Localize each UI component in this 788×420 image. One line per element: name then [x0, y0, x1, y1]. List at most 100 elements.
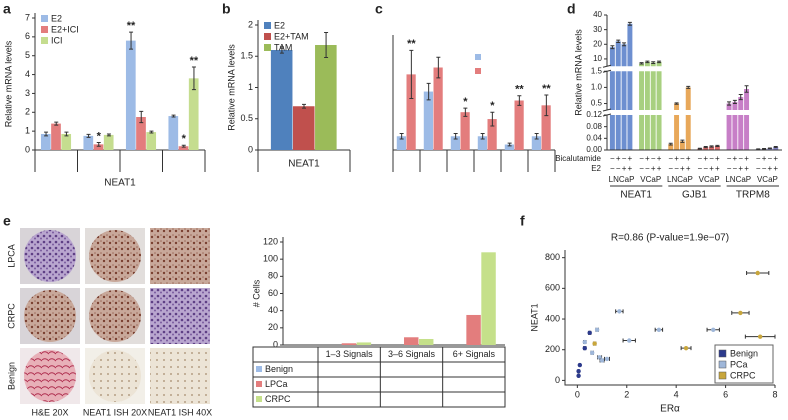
error-bar [436, 56, 441, 79]
x-tick-label: 2 [624, 389, 629, 399]
treatment-sign: + [680, 164, 685, 173]
x-tick-label: NEAT1 [288, 159, 320, 170]
bar [83, 135, 94, 150]
significance-mark: ** [190, 55, 199, 67]
significance-mark: * [490, 100, 495, 112]
point [577, 362, 583, 368]
treatment-label: Bicalutamide [555, 154, 601, 163]
treatment-sign: + [686, 154, 691, 163]
tissue-core [89, 230, 141, 282]
legend-swatch [264, 33, 271, 40]
treatment-sign: + [744, 164, 749, 173]
y-tick-label: 0 [248, 144, 253, 154]
treatment-sign: − [762, 164, 767, 173]
x-tick-label: 8 [772, 389, 777, 399]
bar [450, 136, 460, 150]
treatment-sign: − [645, 164, 650, 173]
point [582, 339, 587, 345]
bar [356, 342, 372, 345]
point [755, 270, 760, 276]
treatment-label: E2 [591, 164, 601, 173]
tissue-zoom [150, 228, 210, 284]
y-tick-label: 100 [263, 254, 278, 264]
gene-label: NEAT1 [620, 190, 652, 201]
y-tick-label: 0.12 [586, 110, 602, 119]
error-bar [727, 101, 732, 106]
error-bar [129, 31, 134, 50]
significance-mark: ** [515, 84, 524, 96]
error-bar [610, 45, 615, 50]
legend-label: TAM [274, 42, 292, 52]
bar [103, 134, 114, 150]
error-bar [96, 141, 101, 147]
y-tick-label: 1.5 [591, 66, 603, 75]
bar [709, 146, 715, 150]
treatment-sign: − [727, 164, 732, 173]
point [711, 327, 716, 332]
error-bar [399, 133, 404, 140]
point [576, 368, 581, 374]
legend-swatch [41, 26, 48, 33]
axis-line [392, 35, 555, 151]
error-bar [668, 142, 673, 146]
bar [644, 61, 650, 150]
y-tick-label: 80 [268, 271, 278, 281]
point [594, 327, 600, 332]
bar [674, 103, 680, 150]
bar [685, 87, 691, 150]
y-tick-label: 400 [545, 313, 560, 323]
bar [125, 40, 136, 150]
legend-swatch [256, 381, 262, 387]
bar [504, 144, 514, 150]
chart-title: R=0.86 (P-value=1.9e−07) [611, 233, 729, 244]
treatment-sign: − [639, 154, 644, 163]
bar [460, 112, 470, 150]
bar [418, 338, 434, 345]
treatment-sign: − [610, 164, 615, 173]
legend-swatch [41, 37, 48, 44]
y-axis-title: NEAT1 [529, 303, 539, 331]
y-tick-label: 0 [25, 144, 30, 154]
treatment-sign: + [616, 154, 621, 163]
error-bar [490, 111, 495, 127]
treatment-sign: − [639, 164, 644, 173]
treatment-sign: + [686, 164, 691, 173]
point [683, 345, 689, 351]
legend-swatch [718, 371, 727, 380]
error-bar [279, 46, 284, 54]
error-bar [732, 99, 737, 105]
error-bar [453, 133, 458, 140]
treatment-sign: + [715, 164, 720, 173]
axis-line [606, 15, 782, 151]
axis-break [603, 66, 782, 72]
bar [396, 136, 406, 150]
axis-break [603, 110, 782, 115]
point [757, 334, 763, 339]
treatment-sign: + [657, 154, 662, 163]
image-row-label: Benign [6, 362, 16, 390]
cell-line-label: LNCaP [667, 175, 693, 184]
point [656, 327, 662, 332]
panel-label: f [520, 213, 525, 229]
error-bar [507, 142, 512, 147]
bar [615, 41, 621, 150]
bar [341, 343, 357, 345]
panel-label: c [375, 1, 383, 17]
panel-label: e [3, 213, 11, 229]
error-bar [139, 110, 144, 124]
treatment-sign: − [733, 164, 738, 173]
legend-label: CRPC [265, 394, 291, 404]
point [589, 350, 595, 355]
error-bar [674, 102, 679, 105]
treatment-sign: − [680, 154, 685, 163]
treatment-sign: − [668, 154, 673, 163]
error-bar [703, 146, 708, 149]
treatment-sign: − [738, 154, 743, 163]
legend-label: ICI [51, 35, 63, 45]
error-bar [767, 147, 772, 150]
treatment-sign: + [657, 164, 662, 173]
error-bar [517, 95, 522, 106]
legend-swatch [41, 15, 48, 22]
panel-label: b [222, 1, 231, 17]
bar [609, 47, 615, 150]
